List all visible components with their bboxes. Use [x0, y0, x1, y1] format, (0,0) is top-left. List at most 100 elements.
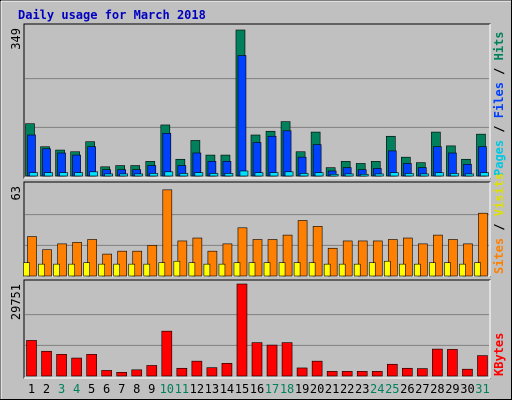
bar-pages — [29, 172, 38, 177]
bar-kbytes — [386, 363, 398, 377]
bar-visits — [263, 262, 271, 277]
bar-sites — [162, 189, 173, 277]
legend-kbytes: KBytes — [492, 333, 506, 376]
bar-kbytes — [26, 340, 37, 377]
x-tick-label: 2 — [43, 382, 50, 396]
x-tick-label: 6 — [103, 382, 110, 396]
bar-pages — [450, 173, 459, 177]
bar-visits — [429, 262, 436, 277]
bar-kbytes — [296, 367, 308, 377]
bar-sites — [42, 249, 52, 277]
bar-visits — [474, 262, 481, 277]
bar-files — [387, 150, 397, 177]
bar-sites — [357, 240, 368, 277]
bar-sites — [177, 240, 188, 277]
x-tick-label: 30 — [460, 382, 474, 396]
bar-sites — [147, 245, 158, 277]
bar-kbytes — [116, 371, 128, 377]
bar-files — [252, 142, 262, 177]
bar-kbytes — [447, 349, 458, 377]
bar-pages — [420, 173, 429, 177]
middle-ymax-label: 63 — [9, 186, 23, 200]
x-tick-label: 7 — [118, 382, 125, 396]
x-tick-label: 29 — [445, 382, 459, 396]
bar-visits — [53, 263, 60, 277]
x-tick-label: 12 — [190, 382, 204, 396]
x-tick-label: 15 — [235, 382, 249, 396]
bar-visits — [383, 260, 391, 277]
bar-kbytes — [101, 370, 112, 377]
x-tick-label: 13 — [205, 382, 219, 396]
bar-files — [42, 148, 51, 177]
bar-files — [433, 146, 442, 177]
panel-bottom: 29751 KBytes — [9, 279, 506, 379]
bar-kbytes — [41, 350, 52, 377]
bar-pages — [329, 174, 339, 177]
x-tick-label: 14 — [220, 382, 234, 396]
bar-kbytes — [161, 330, 173, 377]
bar-kbytes — [311, 360, 323, 377]
top-ymax-label: 349 — [9, 28, 23, 50]
x-tick-label: 1 — [28, 382, 35, 396]
bar-files — [27, 134, 36, 177]
bar-kbytes — [432, 348, 443, 377]
bar-pages — [389, 172, 399, 177]
bar-sites — [448, 239, 458, 277]
chart-title: Daily usage for March 2018 — [18, 8, 206, 22]
bar-visits — [353, 263, 361, 277]
svg-text:Pages / Files / Hits: Pages / Files / Hits — [492, 31, 506, 176]
bar-pages — [269, 172, 279, 177]
bar-pages — [74, 172, 83, 177]
bar-kbytes — [402, 367, 413, 377]
bar-visits — [158, 262, 166, 277]
panel-middle: 63 Sites / Visits — [9, 173, 506, 277]
bar-kbytes — [462, 368, 473, 377]
bar-pages — [405, 173, 414, 177]
x-tick-label: 19 — [295, 382, 309, 396]
bar-pages — [344, 173, 354, 177]
bar-visits — [23, 262, 30, 277]
bar-pages — [239, 170, 249, 177]
bar-sites — [267, 239, 278, 277]
x-tick-label: 27 — [415, 382, 429, 396]
bar-pages — [89, 171, 98, 177]
x-tick-label: 9 — [148, 382, 155, 396]
x-tick-label: 24 — [370, 382, 384, 396]
bar-kbytes — [146, 365, 158, 377]
legend-files: Files — [492, 82, 506, 118]
bar-pages — [314, 172, 324, 177]
bar-files — [312, 144, 322, 177]
legend-bottom: KBytes — [492, 333, 506, 376]
bar-pages — [209, 173, 219, 177]
bar-sites — [342, 240, 353, 277]
bar-pages — [284, 171, 294, 177]
x-tick-label: 4 — [73, 382, 80, 396]
bar-sites — [192, 237, 203, 277]
bar-kbytes — [477, 355, 488, 377]
bar-sites — [87, 239, 97, 277]
bar-sites — [222, 243, 233, 277]
x-tick-label: 16 — [250, 382, 264, 396]
bar-kbytes — [356, 371, 368, 377]
bar-kbytes — [281, 342, 293, 377]
bar-files — [448, 152, 457, 177]
x-tick-label: 10 — [160, 382, 174, 396]
x-tick-label: 31 — [475, 382, 489, 396]
bar-pages — [374, 173, 384, 177]
bar-sites — [237, 227, 248, 277]
bar-visits — [368, 262, 376, 277]
bar-visits — [38, 263, 45, 277]
bar-kbytes — [417, 368, 428, 377]
bar-kbytes — [71, 357, 82, 377]
bar-files — [282, 130, 292, 177]
bar-files — [297, 156, 307, 177]
bar-pages — [134, 173, 144, 177]
x-tick-label: 28 — [430, 382, 444, 396]
bar-kbytes — [191, 360, 203, 377]
svg-text:Sites / Visits: Sites / Visits — [492, 173, 506, 274]
bar-pages — [179, 173, 189, 177]
bar-visits — [98, 263, 105, 277]
bar-sites — [57, 243, 67, 277]
x-tick-label: 23 — [355, 382, 369, 396]
legend-sites: Sites — [492, 238, 506, 274]
